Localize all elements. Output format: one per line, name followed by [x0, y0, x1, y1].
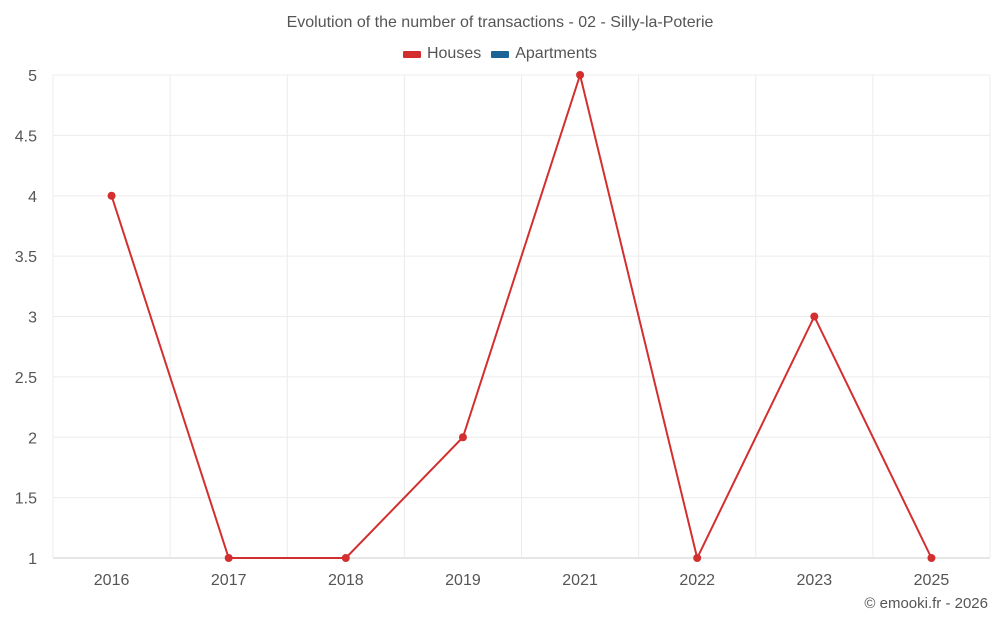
x-tick-label: 2017 — [211, 572, 247, 589]
x-tick-label: 2021 — [562, 572, 598, 589]
data-point — [927, 554, 936, 562]
legend: Houses Apartments — [0, 45, 1000, 63]
y-tick-label: 4 — [28, 189, 37, 206]
y-tick-label: 5 — [28, 68, 37, 85]
series-line-houses — [110, 71, 933, 561]
data-point — [341, 554, 350, 562]
legend-label-apartments: Apartments — [515, 45, 598, 62]
x-tick-label: 2018 — [328, 572, 364, 589]
data-point — [693, 554, 702, 562]
y-tick-label: 2 — [28, 430, 37, 447]
data-point — [810, 312, 819, 321]
y-tick-label: 1 — [28, 551, 37, 568]
y-tick-label: 3 — [28, 310, 37, 327]
y-tick-label: 4.5 — [15, 128, 37, 145]
data-point — [576, 71, 585, 79]
data-point — [458, 433, 467, 442]
credit-text: © emooki.fr - 2026 — [864, 595, 988, 612]
legend-item-apartments[interactable]: Apartments — [491, 45, 597, 63]
legend-item-houses[interactable]: Houses — [402, 45, 482, 63]
x-tick-label: 2016 — [94, 572, 130, 589]
data-point — [224, 554, 233, 562]
y-tick-label: 1.5 — [15, 491, 37, 508]
chart-title: Evolution of the number of transactions … — [286, 14, 714, 31]
data-point — [107, 191, 116, 200]
x-tick-label: 2022 — [679, 572, 715, 589]
x-tick-label: 2023 — [797, 572, 833, 589]
legend-swatch-apartments — [491, 50, 510, 58]
x-tick-label: 2025 — [914, 572, 950, 589]
y-tick-label: 2.5 — [15, 370, 37, 387]
legend-label-houses: Houses — [426, 45, 482, 62]
x-tick-label: 2019 — [445, 572, 481, 589]
legend-swatch-houses — [402, 50, 421, 58]
y-tick-label: 3.5 — [15, 249, 37, 266]
